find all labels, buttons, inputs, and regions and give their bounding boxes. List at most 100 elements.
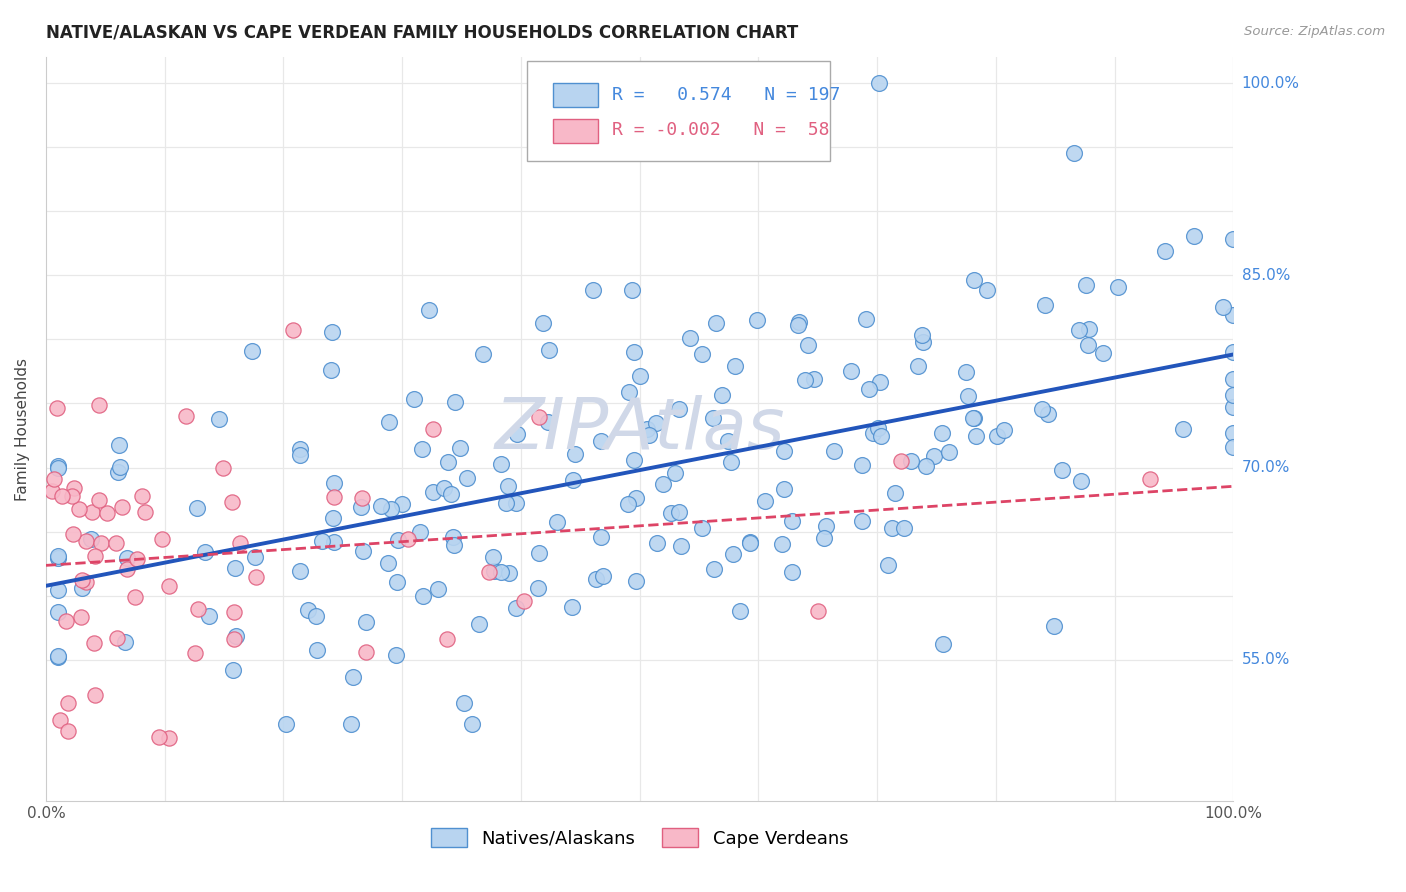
Point — [125, 552, 148, 566]
Point — [880, 521, 903, 535]
Point — [453, 696, 475, 710]
Point — [703, 562, 725, 576]
Point — [80, 505, 103, 519]
Point — [963, 273, 986, 287]
Point — [456, 470, 478, 484]
Point — [931, 426, 953, 441]
Point — [740, 534, 762, 549]
Point — [51, 489, 73, 503]
Point — [436, 455, 458, 469]
Text: 70.0%: 70.0% — [1241, 460, 1289, 475]
FancyBboxPatch shape — [527, 61, 830, 161]
Point — [900, 453, 922, 467]
Point — [49, 713, 72, 727]
Point — [537, 415, 560, 429]
Point — [433, 481, 456, 495]
Point — [728, 604, 751, 618]
Point — [1222, 441, 1244, 455]
Point — [747, 312, 769, 326]
Point — [46, 649, 69, 664]
Point — [884, 486, 907, 500]
Point — [84, 688, 107, 702]
Text: ZIPAtlas: ZIPAtlas — [495, 394, 785, 464]
Point — [108, 459, 131, 474]
Point — [148, 731, 170, 745]
Point — [70, 581, 93, 595]
Point — [1139, 472, 1161, 486]
Point — [839, 364, 862, 378]
Point — [157, 579, 180, 593]
Point — [616, 497, 638, 511]
Point — [402, 392, 425, 407]
Point — [391, 497, 413, 511]
Point — [851, 458, 873, 472]
Point — [1031, 401, 1053, 416]
Point — [645, 416, 668, 430]
Point — [723, 547, 745, 561]
Point — [1212, 301, 1234, 315]
Point — [224, 560, 246, 574]
Point — [340, 717, 363, 731]
FancyBboxPatch shape — [553, 83, 598, 107]
Point — [378, 415, 401, 429]
Point — [311, 534, 333, 549]
Point — [876, 558, 898, 572]
Point — [197, 608, 219, 623]
Point — [754, 494, 776, 508]
Point — [225, 629, 247, 643]
Point — [868, 76, 890, 90]
Point — [491, 565, 513, 579]
Point — [664, 466, 686, 480]
Point — [870, 429, 893, 443]
Point — [531, 317, 554, 331]
Point — [561, 599, 583, 614]
Point — [546, 515, 568, 529]
Point — [1091, 346, 1114, 360]
Y-axis label: Family Households: Family Households — [15, 358, 30, 500]
Point — [46, 549, 69, 563]
Point — [224, 632, 246, 646]
Point — [114, 635, 136, 649]
Point — [115, 561, 138, 575]
Point — [441, 530, 464, 544]
Point — [297, 603, 319, 617]
Point — [323, 475, 346, 490]
Point — [322, 511, 344, 525]
Point — [957, 389, 980, 403]
Point — [505, 496, 527, 510]
Point — [591, 434, 613, 448]
Point — [704, 316, 727, 330]
Point — [240, 343, 263, 358]
Point — [710, 388, 733, 402]
Point — [495, 496, 517, 510]
Point — [174, 409, 197, 423]
Point — [105, 536, 128, 550]
Point — [932, 637, 955, 651]
Point — [472, 347, 495, 361]
Point — [305, 608, 328, 623]
Point — [449, 441, 471, 455]
Text: R =   0.574   N = 197: R = 0.574 N = 197 — [613, 87, 841, 104]
Point — [44, 472, 66, 486]
Point — [422, 422, 444, 436]
Text: R = -0.002   N =  58: R = -0.002 N = 58 — [613, 121, 830, 139]
Point — [773, 482, 796, 496]
Point — [690, 521, 713, 535]
Point — [659, 506, 682, 520]
Point — [628, 369, 651, 384]
Point — [46, 401, 69, 415]
Point — [1107, 280, 1129, 294]
Point — [87, 399, 110, 413]
Point — [55, 614, 77, 628]
Point — [1063, 145, 1085, 160]
Point — [538, 343, 561, 357]
Point — [1154, 244, 1177, 258]
Point — [96, 506, 118, 520]
Point — [70, 609, 93, 624]
Point — [1222, 400, 1244, 414]
Point — [1184, 228, 1206, 243]
Point — [496, 479, 519, 493]
Point — [75, 533, 97, 548]
Point — [350, 500, 373, 514]
Point — [893, 520, 915, 534]
